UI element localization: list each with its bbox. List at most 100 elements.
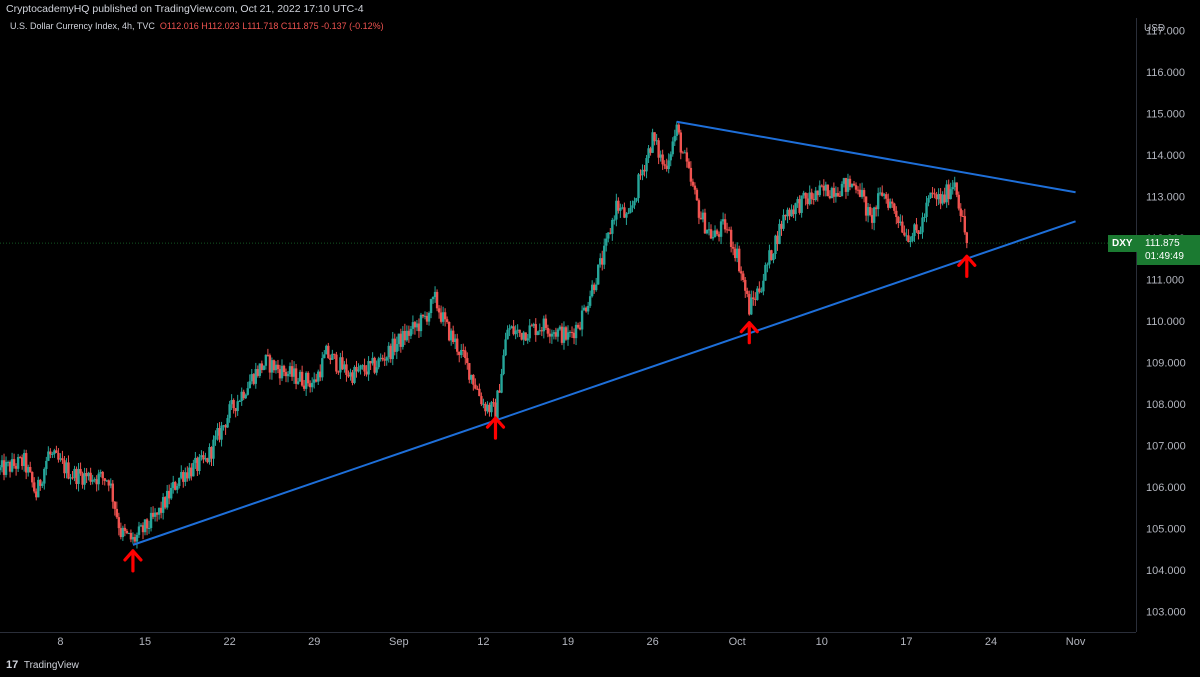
candle-body xyxy=(262,365,266,370)
candle-body xyxy=(10,459,14,472)
candle-body xyxy=(868,207,872,216)
candle-body xyxy=(323,354,326,359)
candle-body xyxy=(280,365,284,379)
candle-body xyxy=(194,457,197,463)
candle-body xyxy=(81,473,84,485)
trendline-resistance xyxy=(676,120,1076,194)
candle-body xyxy=(256,369,260,376)
candle-body xyxy=(133,537,137,542)
candle-body xyxy=(605,238,608,246)
candle-body xyxy=(903,232,906,236)
candle-body xyxy=(37,479,40,498)
candle-body xyxy=(458,351,461,356)
candle-body xyxy=(188,467,191,479)
candle-body xyxy=(476,388,479,390)
candle-body xyxy=(51,454,54,456)
candle-body xyxy=(87,472,90,477)
symbol-text[interactable]: U.S. Dollar Currency Index, 4h, TVC xyxy=(10,21,155,31)
candle-body xyxy=(876,193,880,210)
candle-body xyxy=(645,158,648,172)
candle-body xyxy=(754,298,757,300)
price-label: 111.000 xyxy=(1146,274,1184,286)
candle-body xyxy=(79,468,82,474)
candle-body xyxy=(290,366,294,377)
candle-body xyxy=(705,229,709,234)
candle-body xyxy=(864,196,868,216)
candle-body xyxy=(619,207,622,211)
candle-body xyxy=(176,486,179,490)
price-label: 114.000 xyxy=(1146,150,1185,162)
candle-body xyxy=(647,148,650,159)
candle-body xyxy=(820,185,823,187)
candle-body xyxy=(260,363,264,370)
time-label: 26 xyxy=(646,636,658,648)
price-label: 109.000 xyxy=(1146,357,1186,369)
candle-body xyxy=(621,207,624,209)
candle-body xyxy=(657,140,660,158)
candle-body xyxy=(850,183,854,187)
candle-body xyxy=(766,264,769,266)
candle-body xyxy=(858,189,862,197)
candle-body xyxy=(365,371,368,375)
candle-body xyxy=(893,203,896,211)
candle-body xyxy=(764,265,767,281)
candle-body xyxy=(105,480,108,482)
footer-branding: 17 TradingView xyxy=(0,654,1200,676)
candle-body xyxy=(349,372,352,377)
candle-body xyxy=(300,371,304,386)
candle-body xyxy=(385,357,388,361)
candle-body xyxy=(379,357,382,359)
price-label: 107.000 xyxy=(1146,440,1186,452)
candle-body xyxy=(399,333,403,347)
candle-body xyxy=(254,369,258,384)
candle-body xyxy=(731,247,735,249)
candle-body xyxy=(717,234,721,237)
candle-body xyxy=(697,200,701,218)
candle-body xyxy=(49,451,52,455)
candle-body xyxy=(502,355,505,374)
candle-body xyxy=(405,330,409,341)
candle-body xyxy=(784,214,787,217)
candle-body xyxy=(643,169,646,172)
price-axis-labels[interactable]: 117.000116.000115.000114.000113.000112.0… xyxy=(1146,25,1186,618)
candle-body xyxy=(685,152,689,162)
candle-body xyxy=(522,332,525,340)
candle-body xyxy=(113,501,117,509)
candle-body xyxy=(935,194,938,200)
candle-body xyxy=(518,329,521,333)
candle-body xyxy=(719,221,723,237)
candle-body xyxy=(798,199,801,213)
candle-body xyxy=(812,198,815,200)
candle-body xyxy=(190,467,193,477)
candle-body xyxy=(131,537,135,540)
candle-body xyxy=(488,404,491,413)
candle-body xyxy=(536,331,539,336)
candle-body xyxy=(439,312,443,322)
candle-body xyxy=(548,333,552,337)
candle-body xyxy=(659,154,662,158)
candle-body xyxy=(143,519,147,533)
candle-body xyxy=(355,366,358,372)
candle-body xyxy=(649,148,652,153)
candle-body xyxy=(782,214,785,229)
candle-body xyxy=(419,314,423,332)
candle-body xyxy=(244,394,247,399)
candle-body xyxy=(687,161,691,168)
candle-body xyxy=(915,224,918,231)
candle-body xyxy=(607,232,610,239)
candle-body xyxy=(762,280,765,292)
candle-body xyxy=(468,363,471,380)
price-label: 106.000 xyxy=(1146,482,1186,494)
candle-body xyxy=(246,388,249,395)
candle-body xyxy=(319,371,322,378)
time-label: 22 xyxy=(223,636,235,648)
candle-body xyxy=(411,322,415,329)
candle-body xyxy=(278,369,282,379)
candle-body xyxy=(806,198,809,205)
candle-body xyxy=(302,385,306,389)
candle-body xyxy=(347,374,350,377)
candle-body xyxy=(250,374,253,382)
time-axis-labels[interactable]: 8 15 22 29 Sep 12 19 26 Oct 10 17 24 Nov xyxy=(57,636,1085,648)
candle-body xyxy=(272,360,276,371)
price-chart[interactable]: 117.000116.000115.000114.000113.000112.0… xyxy=(0,0,1200,654)
